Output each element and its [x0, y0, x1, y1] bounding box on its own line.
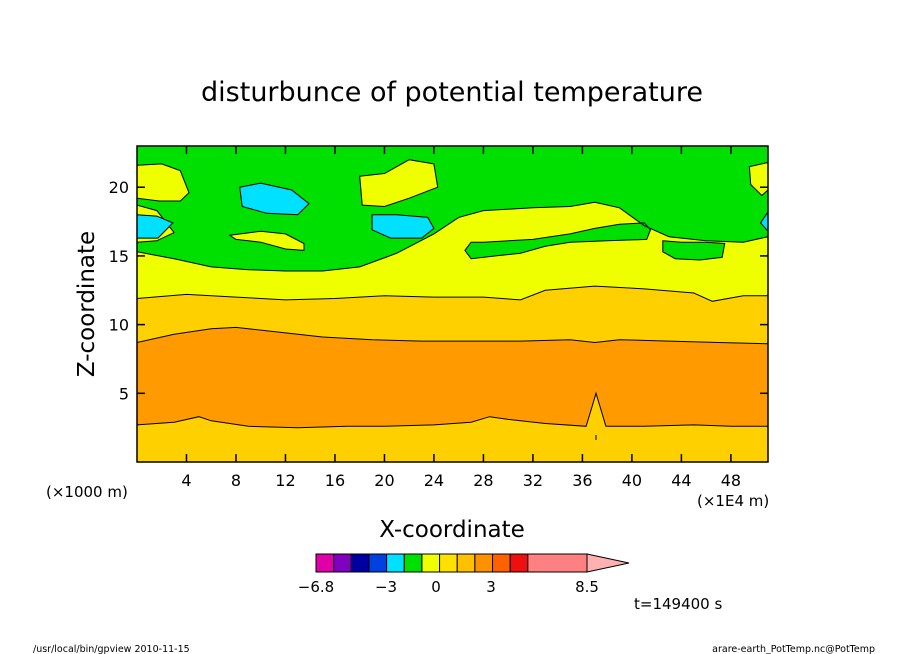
x-tick-label: 40: [622, 471, 642, 490]
colorbar-swatch: [386, 553, 405, 573]
contour-region-cyan: [137, 214, 174, 239]
colorbar-swatch: [509, 553, 529, 573]
colorbar-swatch: [368, 553, 388, 573]
colorbar-tick-labels: −6.8 −3 0 3 8.5: [298, 578, 599, 596]
contour-line-orange-top: [137, 326, 768, 345]
colorbar-swatch: [527, 553, 588, 573]
x-tick-label: 20: [374, 471, 394, 490]
x-tick-label: 16: [325, 471, 345, 490]
colorbar-tick-label: −3: [375, 578, 397, 596]
colorbar-tick-label: 0: [431, 578, 441, 596]
colorbar-swatch: [492, 553, 511, 573]
x-axis-label: X-coordinate: [379, 517, 525, 543]
x-tick-label: 32: [523, 471, 543, 490]
contour-line-green-bottom: [137, 201, 768, 272]
contour-region-cyan: [759, 211, 768, 232]
x-axis-unit: (×1E4 m): [697, 492, 769, 510]
contour-regions: [137, 159, 768, 261]
contour-region-yellow: [137, 163, 190, 202]
contour-lines: [137, 201, 768, 429]
x-tick-label: 12: [275, 471, 295, 490]
y-axis: 5 10 15 20: [109, 178, 768, 403]
colorbar-swatch: [403, 553, 423, 573]
colorbar-swatch: [333, 553, 352, 573]
contour-region-yellow: [359, 159, 439, 208]
colorbar-swatch: [421, 553, 441, 573]
time-label: t=149400 s: [634, 595, 722, 613]
colorbar-extend-arrow: [586, 553, 630, 573]
y-tick-label: 15: [109, 247, 129, 266]
x-tick-label: 4: [181, 471, 191, 490]
orange-band: [137, 327, 768, 428]
x-tick-label: 44: [671, 471, 691, 490]
contour-region-green: [662, 240, 726, 261]
colorbar-tick-label: −6.8: [298, 578, 334, 596]
colorbar: [315, 553, 630, 573]
colorbar-swatch: [456, 553, 476, 573]
y-tick-label: 10: [109, 316, 129, 335]
colorbar-swatch: [315, 553, 335, 573]
footer-right: arare-earth_PotTemp.nc@PotTemp: [712, 644, 875, 654]
contour-region-yellow: [228, 230, 305, 251]
x-tick-label: 28: [473, 471, 493, 490]
y-axis-label: Z-coordinate: [74, 231, 100, 377]
contour-region-cyan: [371, 214, 435, 239]
colorbar-swatch: [350, 553, 370, 573]
contour-region-cyan: [239, 182, 310, 216]
x-axis: 4 8 12 16 20 24 28 32 36 40 44 48: [181, 146, 741, 490]
contour-region-green: [464, 222, 652, 260]
x-tick-label: 8: [231, 471, 241, 490]
colorbar-swatch: [439, 553, 458, 573]
colorbar-tick-label: 8.5: [575, 578, 599, 596]
contour-line-orange-bottom: [137, 391, 768, 429]
x-tick-label: 24: [424, 471, 444, 490]
chart-title: disturbunce of potential temperature: [201, 77, 703, 108]
contour-line-gold-top: [137, 285, 768, 302]
plot-area: [137, 146, 768, 462]
y-axis-unit: (×1000 m): [46, 483, 128, 501]
colorbar-tick-label: 3: [486, 578, 496, 596]
x-tick-label: 48: [721, 471, 741, 490]
footer-left: /usr/local/bin/gpview 2010-11-15: [33, 644, 190, 654]
y-tick-label: 20: [109, 178, 129, 197]
colorbar-swatch: [474, 553, 494, 573]
y-tick-label: 5: [119, 384, 129, 403]
x-tick-label: 36: [572, 471, 592, 490]
plot-frame: [136, 145, 769, 463]
